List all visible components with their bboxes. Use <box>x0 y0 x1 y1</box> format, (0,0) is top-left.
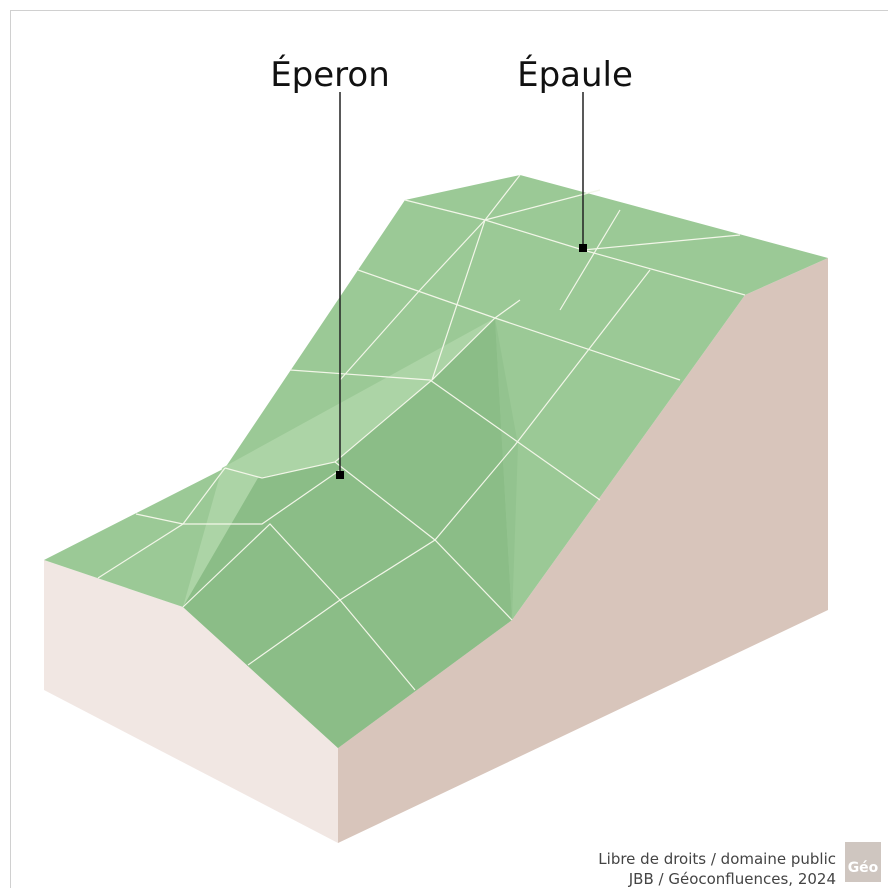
grid-line <box>559 209 621 311</box>
spur-crest <box>183 318 495 607</box>
grid-line <box>484 189 601 221</box>
logo <box>845 842 881 882</box>
grid-line <box>357 269 681 381</box>
credit: JBB / Géoconfluences, 2024 <box>628 870 836 888</box>
grid-line <box>334 461 513 621</box>
grid-line <box>224 299 521 479</box>
logo-text: Géo <box>848 860 879 876</box>
grid-line <box>582 234 741 251</box>
grid-line <box>97 467 226 579</box>
label: Épaule <box>517 54 633 95</box>
grid-line <box>182 523 416 691</box>
label: Éperon <box>270 54 390 95</box>
spur-face <box>183 318 512 748</box>
marker <box>336 471 344 479</box>
grid <box>97 174 746 691</box>
left-face <box>44 560 338 843</box>
right-face <box>338 258 828 843</box>
grid-line <box>289 369 601 501</box>
credit: Libre de droits / domaine public <box>598 850 836 868</box>
marker <box>579 244 587 252</box>
grid-line <box>404 199 746 296</box>
grid-line <box>135 469 341 525</box>
spur-side <box>495 318 518 620</box>
grid-line <box>339 219 486 381</box>
